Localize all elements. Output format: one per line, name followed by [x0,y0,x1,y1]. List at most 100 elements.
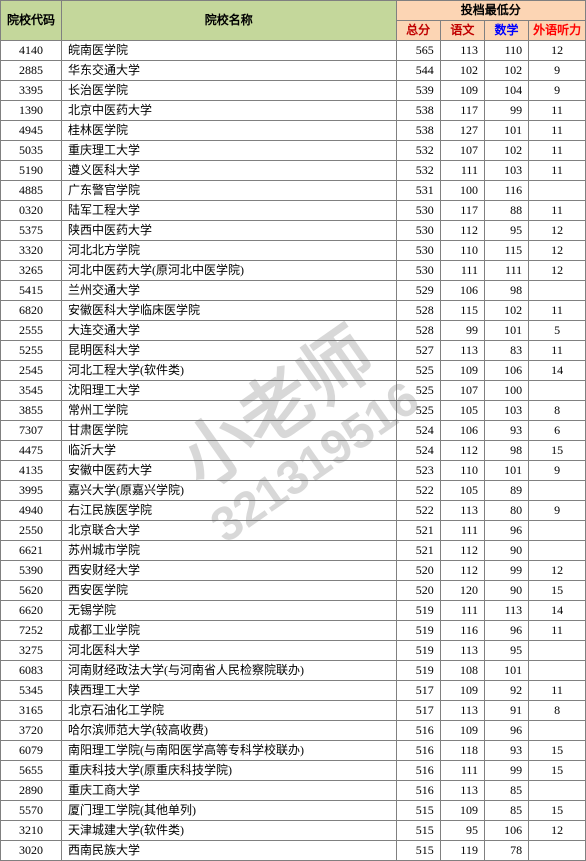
cell-math: 101 [484,121,528,141]
cell-listen: 11 [529,301,586,321]
cell-name: 南阳理工学院(与南阳医学高等专科学校联办) [62,741,397,761]
cell-chinese: 116 [440,621,484,641]
cell-chinese: 105 [440,481,484,501]
cell-math: 99 [484,561,528,581]
cell-name: 遵义医科大学 [62,161,397,181]
cell-code: 4940 [1,501,62,521]
cell-chinese: 113 [440,41,484,61]
cell-total: 530 [396,201,440,221]
table-row: 5620西安医学院5201209015 [1,581,586,601]
cell-name: 华东交通大学 [62,61,397,81]
cell-code: 6079 [1,741,62,761]
cell-listen [529,841,586,861]
header-name: 院校名称 [62,1,397,41]
cell-name: 兰州交通大学 [62,281,397,301]
cell-total: 529 [396,281,440,301]
cell-name: 成都工业学院 [62,621,397,641]
cell-code: 2545 [1,361,62,381]
cell-chinese: 95 [440,821,484,841]
cell-name: 河北工程大学(软件类) [62,361,397,381]
cell-code: 2890 [1,781,62,801]
cell-code: 4140 [1,41,62,61]
cell-name: 广东警官学院 [62,181,397,201]
cell-chinese: 113 [440,341,484,361]
table-row: 6820安徽医科大学临床医学院52811510211 [1,301,586,321]
cell-chinese: 100 [440,181,484,201]
cell-math: 85 [484,801,528,821]
cell-code: 6621 [1,541,62,561]
cell-chinese: 107 [440,141,484,161]
cell-math: 101 [484,321,528,341]
cell-chinese: 106 [440,421,484,441]
cell-code: 5255 [1,341,62,361]
cell-chinese: 113 [440,641,484,661]
cell-listen: 11 [529,621,586,641]
cell-name: 河北医科大学 [62,641,397,661]
cell-name: 西南民族大学 [62,841,397,861]
cell-listen: 11 [529,141,586,161]
table-row: 2555大连交通大学528991015 [1,321,586,341]
table-row: 4885广东警官学院531100116 [1,181,586,201]
cell-listen: 6 [529,421,586,441]
cell-total: 521 [396,521,440,541]
table-row: 5415兰州交通大学52910698 [1,281,586,301]
cell-math: 104 [484,81,528,101]
cell-code: 3320 [1,241,62,261]
cell-code: 5190 [1,161,62,181]
cell-total: 530 [396,241,440,261]
table-row: 2550北京联合大学52111196 [1,521,586,541]
cell-name: 陕西理工大学 [62,681,397,701]
cell-code: 6083 [1,661,62,681]
cell-listen [529,381,586,401]
cell-name: 西安医学院 [62,581,397,601]
cell-total: 530 [396,261,440,281]
cell-listen [529,181,586,201]
cell-code: 5655 [1,761,62,781]
cell-math: 101 [484,661,528,681]
table-container: 院校代码 院校名称 投档最低分 总分 语文 数学 外语听力 4140皖南医学院5… [0,0,586,861]
cell-total: 532 [396,161,440,181]
cell-chinese: 110 [440,461,484,481]
table-row: 3545沈阳理工大学525107100 [1,381,586,401]
table-row: 6620无锡学院51911111314 [1,601,586,621]
cell-code: 5390 [1,561,62,581]
table-row: 6621苏州城市学院52111290 [1,541,586,561]
cell-code: 2550 [1,521,62,541]
cell-chinese: 120 [440,581,484,601]
cell-code: 3020 [1,841,62,861]
cell-listen: 12 [529,561,586,581]
table-row: 1390北京中医药大学5381179911 [1,101,586,121]
cell-chinese: 105 [440,401,484,421]
cell-name: 陕西中医药大学 [62,221,397,241]
table-row: 5655重庆科技大学(原重庆科技学院)5161119915 [1,761,586,781]
table-row: 3720哈尔滨师范大学(较高收费)51610996 [1,721,586,741]
header-listening: 外语听力 [529,21,586,41]
cell-chinese: 112 [440,221,484,241]
cell-chinese: 115 [440,301,484,321]
header-chinese: 语文 [440,21,484,41]
cell-chinese: 111 [440,601,484,621]
cell-code: 6820 [1,301,62,321]
cell-listen: 5 [529,321,586,341]
cell-chinese: 109 [440,361,484,381]
cell-code: 6620 [1,601,62,621]
cell-math: 115 [484,241,528,261]
cell-listen: 9 [529,461,586,481]
cell-chinese: 102 [440,61,484,81]
cell-chinese: 111 [440,521,484,541]
cell-code: 5345 [1,681,62,701]
cell-name: 北京石油化工学院 [62,701,397,721]
cell-listen: 12 [529,221,586,241]
table-row: 3210天津城建大学(软件类)5159510612 [1,821,586,841]
cell-listen: 12 [529,261,586,281]
table-row: 3855常州工学院5251051038 [1,401,586,421]
cell-name: 嘉兴大学(原嘉兴学院) [62,481,397,501]
cell-listen: 9 [529,81,586,101]
table-row: 0320陆军工程大学5301178811 [1,201,586,221]
cell-math: 88 [484,201,528,221]
cell-chinese: 112 [440,441,484,461]
cell-code: 3265 [1,261,62,281]
cell-chinese: 117 [440,101,484,121]
cell-total: 519 [396,661,440,681]
cell-math: 99 [484,101,528,121]
